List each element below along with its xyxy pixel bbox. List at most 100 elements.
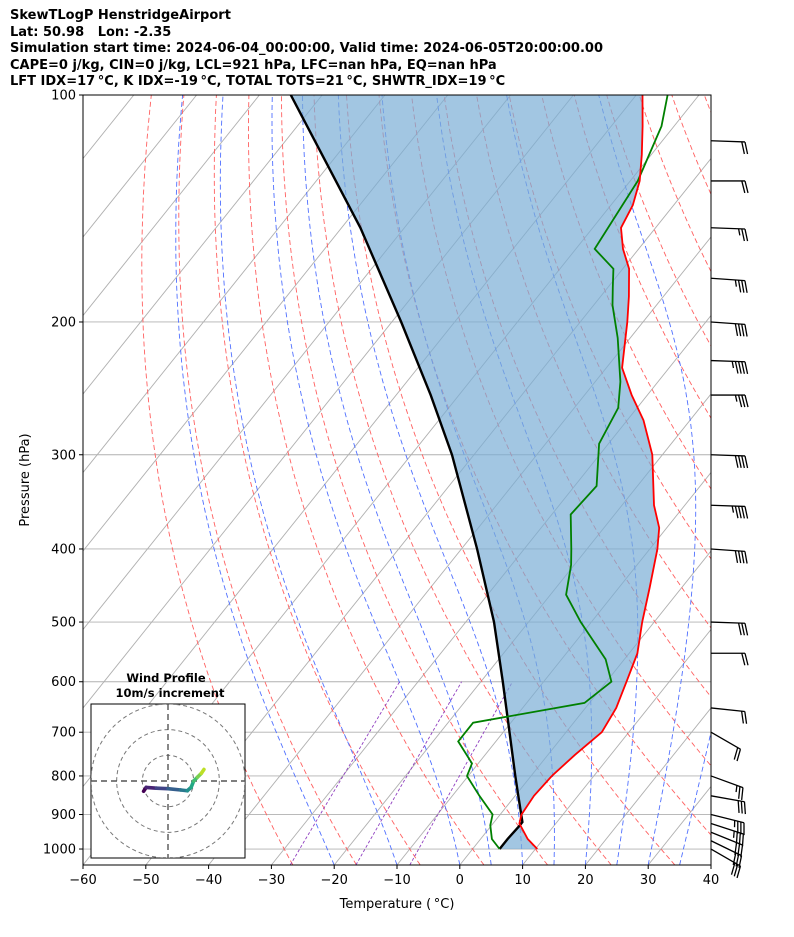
y-tick-label: 400 <box>51 542 76 557</box>
y-tick-label: 900 <box>51 808 76 823</box>
dry-adiabat-line <box>769 95 794 865</box>
dry-adiabat-line <box>541 95 711 490</box>
dry-adiabat-line <box>248 95 485 865</box>
wind-barb <box>710 454 749 469</box>
hodograph-title: Wind Profile <box>126 671 206 685</box>
chart-header: SkewTLogP HenstridgeAirport Lat: 50.98 L… <box>10 8 603 91</box>
x-tick-label: 30 <box>640 873 657 888</box>
dry-adiabat-line <box>281 95 548 865</box>
dry-adiabat-line <box>141 95 294 865</box>
wind-barb <box>710 359 749 374</box>
moist-adiabat-line <box>337 95 524 865</box>
wind-barb <box>710 848 742 879</box>
wind-barb <box>711 652 749 666</box>
y-tick-label: 100 <box>51 89 76 104</box>
y-tick-label: 200 <box>51 315 76 330</box>
wind-barb <box>710 831 744 858</box>
dry-adiabat-line <box>737 95 794 865</box>
dry-adiabat-line <box>638 95 711 273</box>
moist-adiabat-line <box>302 95 492 865</box>
y-tick-label: 500 <box>51 616 76 631</box>
wind-barb <box>710 731 742 762</box>
x-axis-label: Temperature ( °C) <box>339 897 455 912</box>
isotherm-line <box>83 95 197 238</box>
moist-adiabat-line <box>598 95 697 865</box>
x-tick-label: 40 <box>703 873 720 888</box>
x-tick-label: −30 <box>258 873 285 888</box>
axis-ticks: −60 −50 −40 −30 −20 −10 0 10 20 30 40 1000 900 800 700… <box>43 89 719 889</box>
dry-adiabat-line <box>213 95 421 865</box>
moist-adiabat-line <box>175 95 335 865</box>
isotherm-line <box>585 707 711 865</box>
moist-adiabat-line <box>219 95 398 865</box>
wind-barbs <box>710 140 749 879</box>
y-tick-label: 600 <box>51 675 76 690</box>
wind-barb <box>710 621 749 636</box>
cin-area <box>290 95 660 849</box>
wind-barb <box>710 707 748 724</box>
isotherm-line <box>83 95 260 317</box>
moist-adiabat-line <box>679 730 711 865</box>
x-tick-label: −40 <box>195 873 222 888</box>
wind-barb <box>710 227 749 242</box>
wind-barb <box>711 180 749 194</box>
x-tick-label: −20 <box>320 873 347 888</box>
cape-line: CAPE=0 j/kg, CIN=0 j/kg, LCL=921 hPa, LF… <box>10 57 497 73</box>
mixing-ratio-line <box>409 681 513 865</box>
dry-adiabat-line <box>178 95 357 865</box>
cape-cin-fill <box>290 95 660 849</box>
indices-line: LFT IDX=17 °C, K IDX=-19 °C, TOTAL TOTS=… <box>10 74 506 89</box>
dry-adiabat-line <box>703 95 711 114</box>
y-tick-label: 300 <box>51 448 76 463</box>
mixing-ratio-line <box>355 681 462 865</box>
dewpoint-line <box>457 95 669 850</box>
x-tick-label: −10 <box>383 873 410 888</box>
hodograph-subtitle: 10m/s increment <box>116 686 225 700</box>
isotherm-line <box>0 95 71 865</box>
isotherm-line <box>522 628 711 865</box>
dry-adiabat-line <box>313 95 612 865</box>
wind-barb <box>710 504 749 519</box>
chart-title: SkewTLogP HenstridgeAirport <box>10 8 231 23</box>
isotherm-line <box>145 157 711 865</box>
y-tick-label: 800 <box>51 769 76 784</box>
temperature-line <box>518 95 661 850</box>
x-tick-label: 20 <box>577 873 594 888</box>
wind-barb <box>711 394 749 408</box>
moist-adiabat-line <box>271 95 461 865</box>
wind-barb <box>710 321 748 337</box>
dry-adiabat-line <box>346 95 676 865</box>
dry-adiabat-line <box>671 95 711 196</box>
y-tick-label: 700 <box>51 726 76 741</box>
mixing-ratio-line <box>289 681 400 865</box>
wind-barb <box>710 548 748 564</box>
time-line: Simulation start time: 2024-06-04_00:00:… <box>10 41 603 56</box>
y-axis-label: Pressure (hPa) <box>18 433 33 526</box>
wind-barb <box>710 795 747 815</box>
isotherm-line <box>647 785 711 865</box>
wind-barb <box>710 140 749 155</box>
wind-barb <box>710 277 748 293</box>
profile-lines <box>289 95 669 850</box>
hodograph-trace <box>154 786 170 791</box>
isotherm-line <box>83 95 386 474</box>
isotherm-line <box>83 95 449 552</box>
x-tick-label: −60 <box>69 873 96 888</box>
dry-adiabat-line <box>411 95 711 767</box>
isotherm-line <box>83 95 323 395</box>
location-line: Lat: 50.98 Lon: -2.35 <box>10 24 172 40</box>
isotherm-line <box>710 864 711 865</box>
isotherm-line <box>774 95 794 865</box>
y-tick-label: 1000 <box>43 843 76 858</box>
x-tick-label: 0 <box>456 873 464 888</box>
hodograph-trace <box>166 786 183 792</box>
wind-barb <box>710 813 745 836</box>
x-tick-label: −50 <box>132 873 159 888</box>
wind-barb <box>710 775 744 800</box>
wind-barb <box>710 840 743 868</box>
hodograph: Wind Profile 10m/s increment <box>90 671 246 859</box>
dry-adiabat-line <box>573 95 711 419</box>
x-tick-label: 10 <box>514 873 531 888</box>
hodograph-trace <box>199 767 206 776</box>
